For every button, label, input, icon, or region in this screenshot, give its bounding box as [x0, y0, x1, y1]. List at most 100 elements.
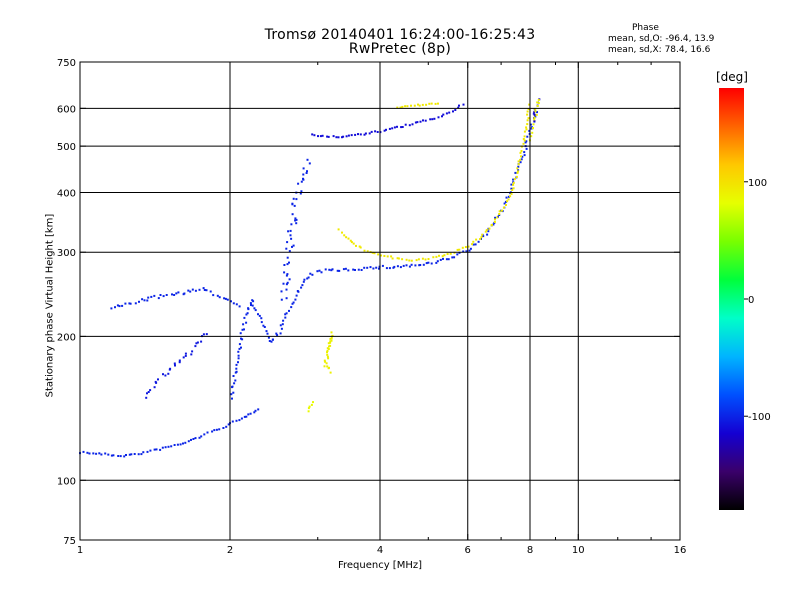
data-point	[537, 98, 540, 101]
data-point	[141, 298, 144, 301]
data-point	[330, 269, 333, 272]
data-point	[408, 265, 411, 268]
data-point	[330, 339, 333, 342]
data-point	[238, 419, 241, 422]
data-point	[285, 297, 288, 300]
data-point	[534, 108, 537, 111]
data-point	[137, 453, 140, 456]
data-point	[216, 294, 219, 297]
data-point	[502, 206, 505, 209]
data-point	[178, 359, 181, 362]
data-point	[309, 272, 312, 275]
data-point	[406, 105, 409, 108]
data-point	[289, 229, 292, 232]
data-point	[328, 366, 330, 369]
data-point	[458, 248, 461, 251]
data-point	[369, 266, 372, 269]
data-point	[184, 352, 187, 355]
data-point	[293, 204, 296, 207]
data-point	[467, 245, 470, 248]
data-point	[422, 119, 424, 122]
data-point	[481, 233, 484, 236]
data-point	[198, 436, 201, 439]
data-point	[493, 221, 496, 223]
data-point	[517, 170, 519, 173]
data-point	[399, 106, 402, 109]
data-point	[519, 161, 522, 164]
data-point	[520, 158, 523, 161]
data-point	[465, 250, 468, 253]
data-point	[302, 173, 305, 176]
data-point	[142, 451, 145, 454]
data-point	[175, 292, 178, 295]
data-point	[414, 121, 417, 124]
stats-heading: Phase	[632, 23, 659, 33]
data-point	[326, 349, 329, 352]
data-point	[344, 267, 347, 270]
data-point	[218, 428, 221, 431]
data-point	[128, 302, 131, 305]
data-point	[331, 268, 334, 271]
data-point	[130, 453, 133, 456]
x-tick-label: 2	[227, 545, 233, 556]
data-point	[173, 294, 176, 296]
data-point	[366, 250, 369, 253]
data-point	[118, 305, 121, 308]
data-point	[526, 119, 529, 122]
data-point	[374, 130, 377, 133]
data-point	[243, 316, 246, 319]
data-point	[391, 127, 394, 130]
data-point	[396, 125, 398, 128]
data-point	[311, 273, 314, 276]
data-point	[327, 135, 330, 138]
data-point	[301, 284, 304, 287]
y-tick-label: 100	[57, 476, 76, 487]
data-point	[191, 288, 194, 291]
data-point	[104, 452, 107, 455]
data-point	[257, 313, 259, 316]
data-point	[462, 103, 465, 106]
data-point	[363, 266, 366, 269]
data-point	[329, 344, 332, 347]
data-point	[150, 295, 153, 298]
data-point	[240, 337, 242, 340]
data-point	[251, 304, 254, 307]
data-point	[445, 258, 448, 261]
colorbar-unit: [deg]	[716, 70, 748, 84]
data-point	[517, 163, 520, 166]
data-point	[140, 453, 143, 456]
data-point	[526, 135, 529, 138]
data-point	[391, 257, 394, 260]
data-point	[173, 362, 176, 365]
data-point	[257, 408, 260, 411]
data-point	[167, 445, 170, 448]
data-point	[245, 313, 248, 316]
data-point	[456, 248, 459, 251]
data-point	[486, 233, 489, 236]
data-point	[258, 314, 261, 317]
data-point	[95, 452, 98, 455]
x-tick-label: 16	[674, 545, 687, 556]
data-point	[164, 374, 167, 377]
data-point	[302, 178, 305, 181]
data-point	[237, 357, 240, 360]
data-point	[528, 103, 531, 106]
data-point	[146, 299, 149, 302]
data-point	[267, 336, 270, 339]
data-point	[512, 183, 515, 186]
data-point	[237, 361, 239, 364]
data-point	[285, 288, 288, 291]
data-point	[399, 266, 402, 269]
data-point	[237, 354, 240, 357]
data-point	[196, 341, 199, 344]
data-point	[418, 104, 421, 107]
data-point	[335, 136, 338, 139]
data-point	[169, 367, 172, 370]
data-point	[485, 229, 488, 232]
data-point	[213, 429, 216, 432]
data-point	[523, 135, 526, 138]
colorbar-tick-label: 0	[748, 295, 754, 306]
data-point	[519, 158, 522, 161]
data-point	[292, 301, 295, 304]
